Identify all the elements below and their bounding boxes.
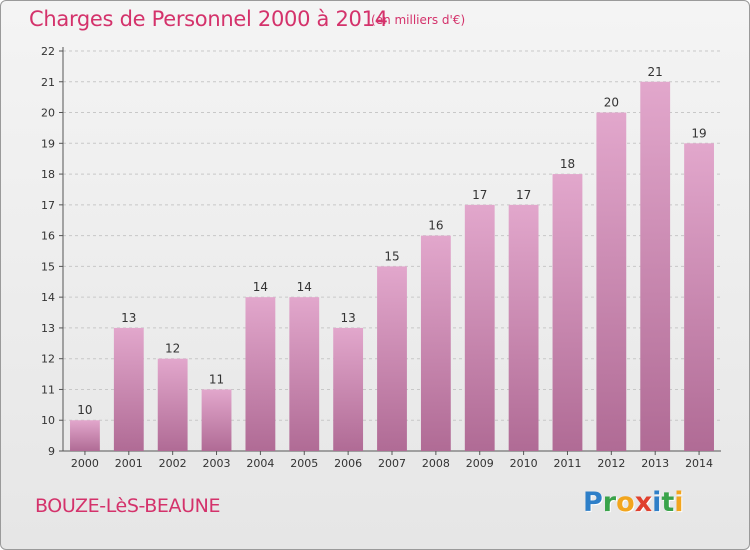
x-tick-label: 2014 [685,457,713,470]
bar [640,81,671,452]
bar [333,327,364,451]
y-tick-label: 21 [41,76,55,89]
y-tick-label: 13 [41,322,55,335]
bar-value-label: 12 [165,342,180,356]
x-tick-label: 2000 [71,457,99,470]
x-tick-label: 2013 [641,457,669,470]
bar [420,235,451,451]
bar-value-label: 13 [121,311,136,325]
x-tick-label: 2001 [115,457,143,470]
bar [157,358,188,451]
bar [113,327,144,451]
bar-value-label: 11 [209,372,224,386]
x-tick-label: 2005 [290,457,318,470]
y-tick-label: 9 [48,445,55,458]
chart-title: Charges de Personnel 2000 à 2014 [29,7,388,31]
bar [464,204,495,451]
y-tick-label: 17 [41,199,55,212]
bar [377,266,407,451]
bar [508,204,539,451]
bar-value-label: 14 [297,280,312,294]
logo-letter: t [661,487,675,518]
y-tick-label: 20 [41,107,55,120]
bar-value-label: 18 [560,157,575,171]
y-tick-label: 22 [41,45,55,58]
bar [245,297,276,451]
x-tick-label: 2003 [203,457,231,470]
commune-name: BOUZE-LèS-BEAUNE [35,495,221,517]
x-tick-label: 2002 [159,457,187,470]
y-tick-label: 14 [41,291,55,304]
x-tick-label: 2006 [334,457,362,470]
y-tick-label: 18 [41,168,55,181]
y-tick-label: 12 [41,353,55,366]
bar [201,389,232,451]
logo-letter: i [674,487,684,518]
bar-value-label: 15 [384,249,399,263]
bar-value-label: 13 [340,311,355,325]
chart-subtitle: (en milliers d'€) [371,13,466,27]
logo-letter: r [602,487,617,518]
bar-value-label: 21 [648,65,663,79]
y-tick-label: 19 [41,137,55,150]
x-tick-label: 2007 [378,457,406,470]
bar [552,174,583,452]
bar [70,420,100,451]
x-tick-label: 2008 [422,457,450,470]
y-tick-label: 11 [41,383,55,396]
y-tick-label: 15 [41,260,55,273]
bar [596,112,627,452]
x-tick-label: 2010 [510,457,538,470]
logo-letter: x [634,487,653,518]
bar [289,297,320,451]
logo-letter: i [652,487,662,518]
bar-value-label: 14 [253,280,268,294]
y-tick-label: 10 [41,414,55,427]
bar-value-label: 16 [428,219,443,233]
bar-value-label: 20 [604,96,619,110]
x-tick-label: 2012 [597,457,625,470]
bar-value-label: 10 [77,403,92,417]
logo-letter: o [616,487,635,518]
bar-value-label: 19 [691,126,706,140]
logo-letter: P [583,487,603,518]
bar-value-label: 17 [472,188,487,202]
y-tick-label: 16 [41,230,55,243]
bar-value-label: 17 [516,188,531,202]
x-tick-label: 2009 [466,457,494,470]
proxiti-logo: Proxiti [583,487,684,518]
x-tick-label: 2004 [246,457,274,470]
bar [684,143,714,452]
x-tick-label: 2011 [553,457,581,470]
